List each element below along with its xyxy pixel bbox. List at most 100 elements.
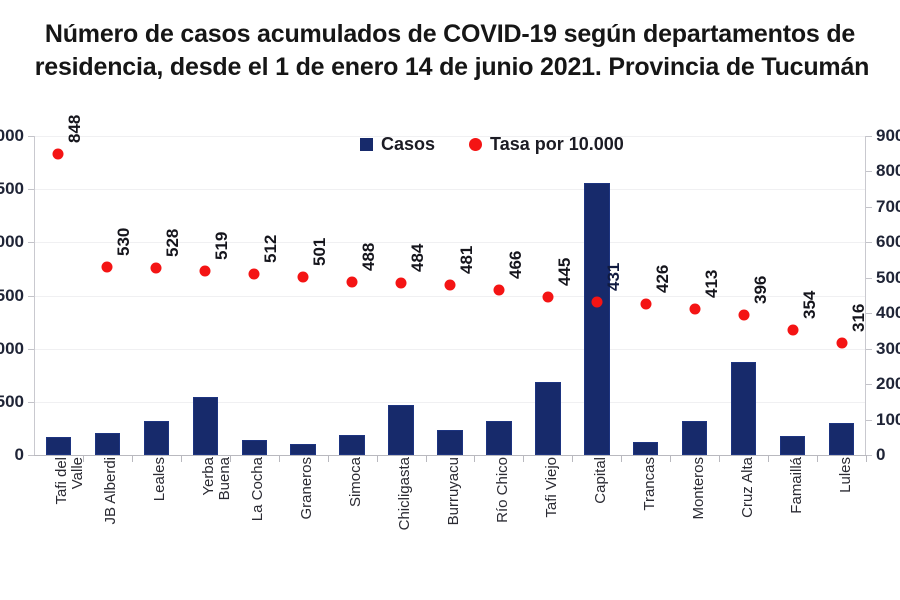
x-axis-tick [131, 455, 133, 462]
x-axis-label-line: Leales [151, 457, 169, 502]
bar-graneros[interactable] [290, 443, 316, 455]
gridline [34, 136, 866, 137]
rate-point-yerba-buena[interactable] [199, 265, 211, 277]
rate-label-capital: 431 [603, 262, 623, 292]
y-axis-right-label: 400 [876, 303, 900, 323]
bar-taf-viejo[interactable] [535, 382, 561, 455]
rate-label-leales: 528 [163, 228, 183, 257]
rate-point-la-cocha[interactable] [248, 268, 260, 280]
x-axis-tick [229, 455, 231, 462]
bar-cruz-alta[interactable] [730, 361, 757, 455]
x-axis-tick [474, 455, 476, 462]
y-axis-right-tick [866, 242, 872, 244]
legend-item-tasa: Tasa por 10.000 [469, 134, 624, 155]
category-labels: Tafi del Valle JB Alberdi Leales Yerba Buena L… [0, 455, 900, 575]
x-axis-tick [621, 455, 623, 462]
bar-lules[interactable] [828, 423, 855, 455]
y-axis-right-tick [866, 348, 872, 350]
bar-monteros[interactable] [681, 420, 708, 455]
y-axis-left-tick [28, 189, 34, 191]
y-axis-right-tick [866, 419, 872, 421]
y-axis-right-tick [866, 313, 872, 315]
x-axis-label-line: Trancas [640, 457, 658, 511]
x-axis-tick [523, 455, 525, 462]
bar-leales[interactable] [143, 420, 170, 455]
x-axis-label-line: Capital [591, 457, 609, 504]
rate-label-la-cocha: 512 [261, 234, 281, 263]
rate-point-r-o-chico[interactable] [493, 284, 505, 296]
y-axis-left-tick [28, 242, 34, 244]
x-axis-tick [327, 455, 329, 462]
x-axis-label-line: Burruyacu [445, 457, 462, 526]
x-axis-label-line: Valle [69, 457, 87, 490]
rate-point-chicligasta[interactable] [395, 277, 407, 289]
rate-point-capital[interactable] [591, 296, 603, 308]
rate-label-simoca: 488 [359, 242, 379, 272]
x-axis-label-line: Río Chico [493, 457, 511, 523]
bar-chicligasta[interactable] [388, 405, 414, 455]
x-axis-line [34, 455, 866, 456]
legend-label-tasa: Tasa por 10.000 [490, 134, 624, 154]
x-axis-tick [670, 455, 672, 462]
bar-r-o-chico[interactable] [486, 420, 512, 455]
bar-taf-del-valle[interactable] [45, 436, 72, 455]
rate-point-graneros[interactable] [297, 271, 309, 283]
bar-la-cocha[interactable] [241, 440, 267, 455]
rate-point-leales[interactable] [150, 262, 162, 274]
bar-jb-alberdi[interactable] [94, 432, 121, 455]
bar-trancas[interactable] [633, 442, 659, 455]
rate-label-yerba-buena: 519 [212, 231, 232, 261]
y-axis-right-label: 900 [876, 126, 900, 145]
x-axis-tick [866, 455, 867, 462]
y-axis-left-tick [28, 295, 34, 297]
y-axis-right-label: 500 [876, 267, 900, 287]
rate-label-r-o-chico: 466 [505, 250, 525, 279]
bar-yerba-buena[interactable] [192, 397, 218, 455]
chart-title: Número de casos acumulados de COVID-19 s… [0, 18, 900, 84]
y-axis-right-tick [866, 455, 872, 456]
rate-point-simoca[interactable] [346, 276, 358, 288]
rate-label-graneros: 501 [310, 238, 330, 267]
y-axis-right-label: 600 [876, 232, 900, 252]
bar-famaill-[interactable] [779, 436, 806, 455]
rate-point-cruz-alta[interactable] [738, 309, 750, 321]
x-axis-label-line: Tafi Viejo [542, 457, 560, 518]
gridline [34, 242, 866, 244]
x-axis-label-line: JB Alberdi [102, 457, 120, 525]
rate-point-lules[interactable] [836, 337, 848, 349]
rate-point-jb-alberdi[interactable] [101, 261, 113, 273]
legend-circle-icon [469, 138, 483, 151]
chart-title-line-1: Número de casos acumulados de COVID-19 s… [44, 20, 856, 48]
legend-label-casos: Casos [381, 134, 436, 154]
rate-point-taf-viejo[interactable] [542, 291, 554, 303]
legend-item-casos: Casos [360, 134, 435, 155]
bar-burruyacu[interactable] [437, 430, 463, 455]
x-axis-label-line: Graneros [298, 457, 316, 520]
y-axis-left-tick [28, 401, 34, 403]
rate-label-famaill-: 354 [799, 290, 819, 319]
y-axis-right-label: 0 [876, 445, 886, 464]
y-axis-left-tick [28, 348, 34, 350]
x-axis-tick [719, 455, 721, 462]
rate-point-burruyacu[interactable] [444, 279, 456, 290]
rate-point-famaill-[interactable] [787, 324, 799, 336]
y-axis-left-label: 2500 [0, 179, 24, 199]
rate-label-jb-alberdi: 530 [114, 227, 134, 257]
chart-legend: Casos Tasa por 10.000 [360, 134, 624, 155]
rate-point-taf-del-valle[interactable] [52, 148, 64, 160]
x-axis-tick [278, 455, 280, 462]
y-axis-left-label: 2000 [0, 232, 24, 252]
rate-point-monteros[interactable] [689, 303, 701, 315]
x-axis-tick [180, 455, 182, 462]
rate-label-trancas: 426 [652, 264, 672, 293]
y-axis-left-tick [28, 455, 34, 456]
x-axis-tick [572, 455, 574, 462]
bar-capital[interactable] [584, 182, 610, 455]
rate-point-trancas[interactable] [640, 298, 652, 310]
x-axis-label-line: Chicligasta [396, 457, 414, 531]
plot-inner: 848 530 528 519 512 501 488 484 481 466 445 431 426 4… [34, 115, 868, 456]
bar-simoca[interactable] [339, 435, 365, 455]
y-axis-right-tick [866, 136, 872, 137]
